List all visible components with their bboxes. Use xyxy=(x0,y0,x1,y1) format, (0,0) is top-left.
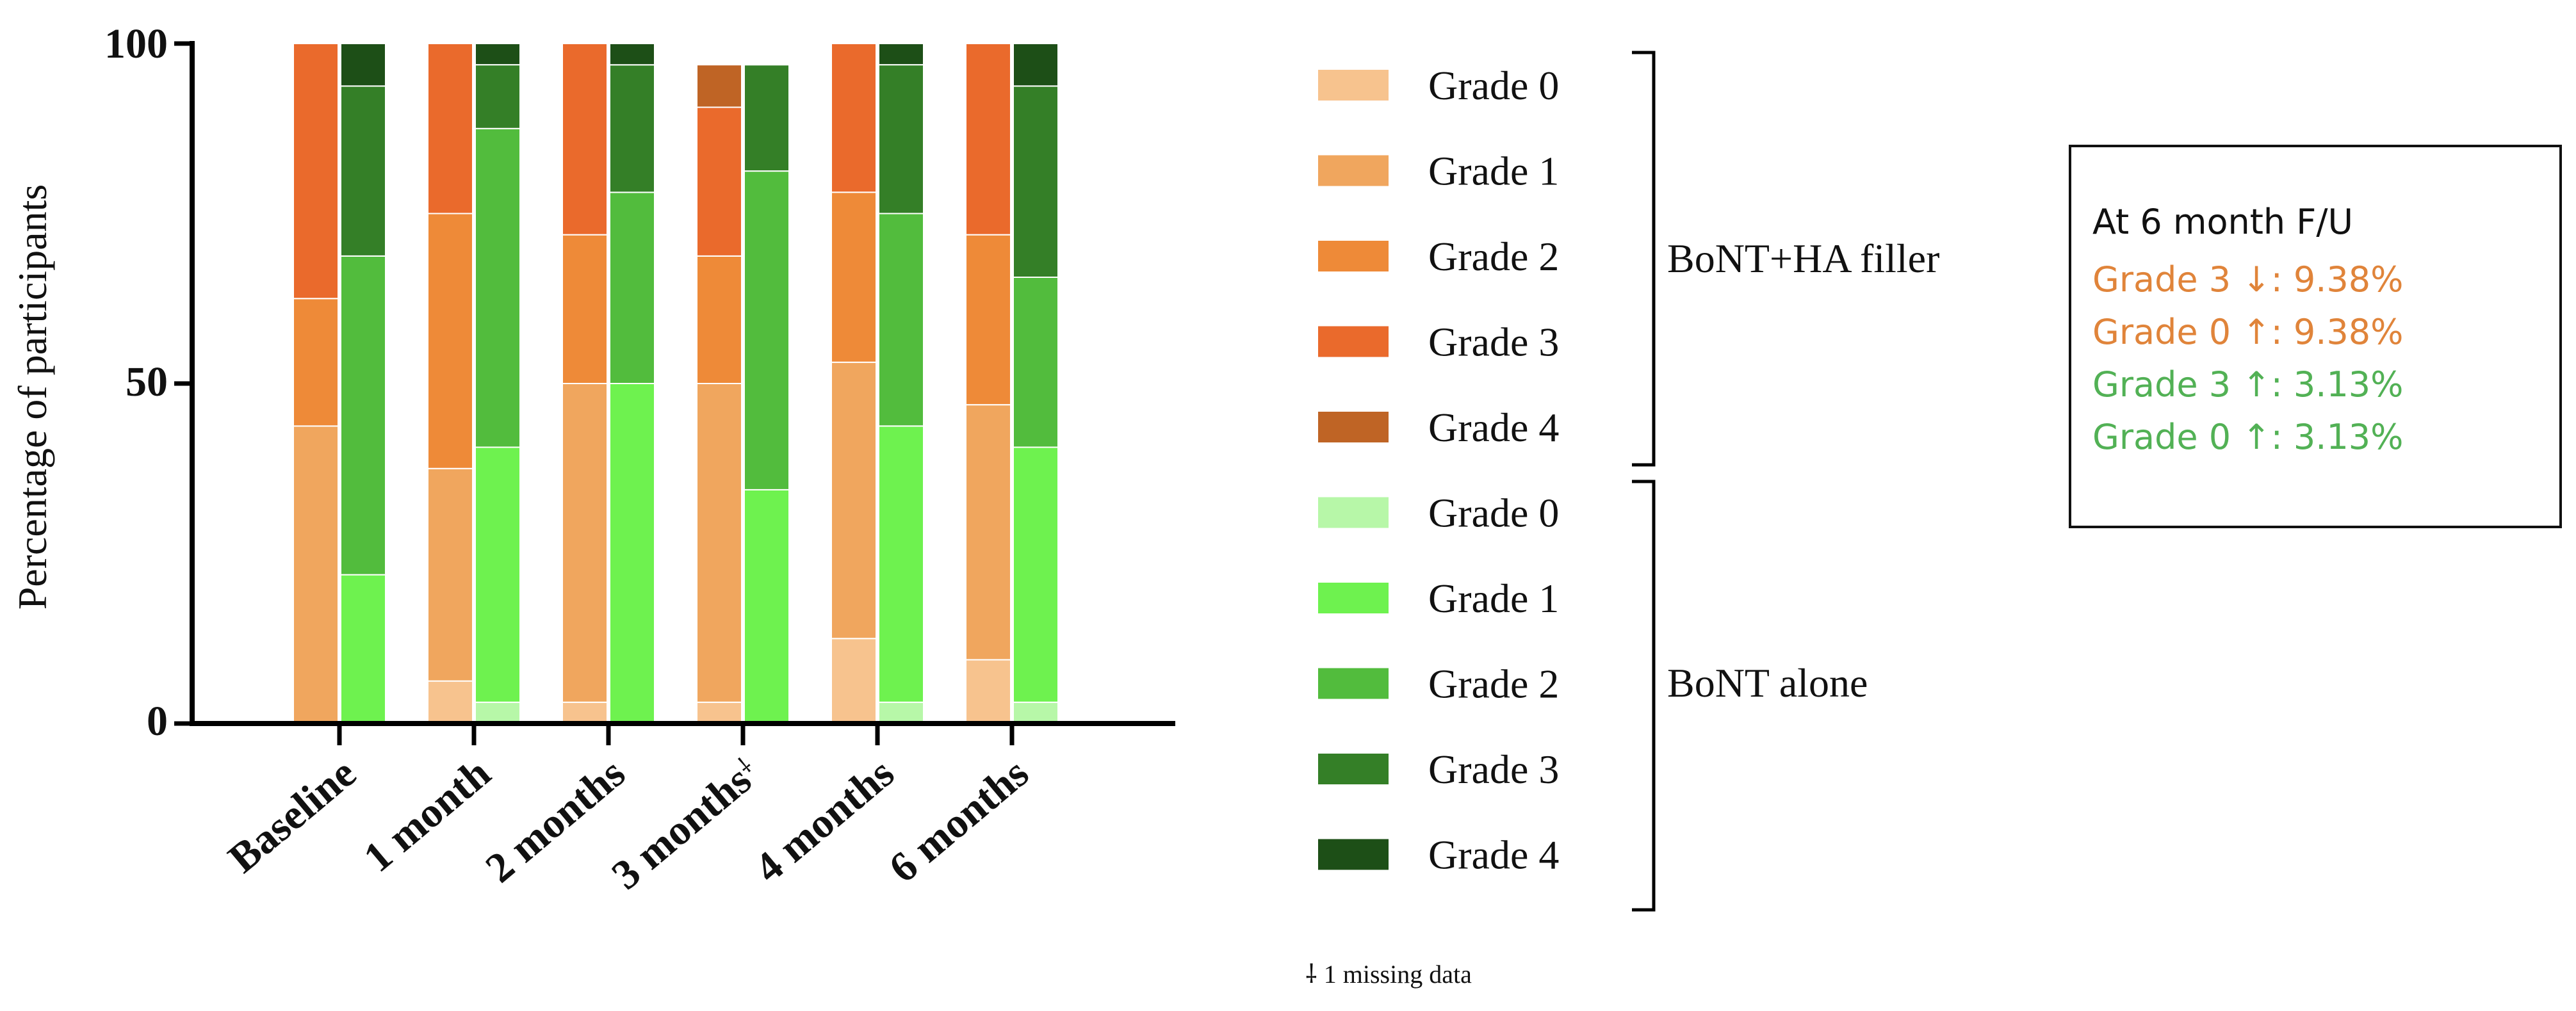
bar-segment-ha-grade2-5 xyxy=(965,234,1011,406)
bar-segment-alone-grade3-4 xyxy=(878,64,924,214)
bar-segment-ha-grade1-1 xyxy=(427,467,473,682)
bar-segment-alone-grade1-3 xyxy=(744,489,790,724)
bar-segment-ha-grade2-4 xyxy=(831,191,877,363)
annotation-title: At 6 month F/U xyxy=(2092,202,2353,242)
bar-segment-alone-grade2-1 xyxy=(475,127,521,448)
bar-segment-alone-grade1-4 xyxy=(878,425,924,703)
bar-segment-ha-grade1-5 xyxy=(965,404,1011,661)
bar-segment-ha-grade2-3 xyxy=(696,255,742,384)
bar-segment-ha-grade0-3 xyxy=(696,701,742,724)
bar-segment-alone-grade1-1 xyxy=(475,446,521,703)
bar-segment-ha-grade2-0 xyxy=(293,298,339,427)
legend-swatch-alone-grade1 xyxy=(1318,583,1389,613)
bar-segment-ha-grade0-5 xyxy=(965,659,1011,724)
bar-segment-alone-grade2-5 xyxy=(1013,277,1059,448)
legend-label-ha-grade0: Grade 0 xyxy=(1428,63,1559,108)
bracket-bont-alone xyxy=(1632,480,1656,912)
y-tick-label-0: 0 xyxy=(147,698,168,745)
bar-segment-ha-grade1-2 xyxy=(562,383,608,703)
annotation-lines: Grade 3 ↓: 9.38% Grade 0 ↑: 9.38% Grade 3 … xyxy=(2092,259,2403,457)
bar-segment-ha-grade3-3 xyxy=(696,106,742,257)
footnote: ⸸ 1 missing data xyxy=(1305,960,1472,989)
x-tick-label-4: 4 months xyxy=(746,750,903,892)
bar-segment-alone-grade0-4 xyxy=(878,701,924,724)
bar-segment-ha-grade1-3 xyxy=(696,383,742,703)
bar-segment-alone-grade3-2 xyxy=(609,64,655,193)
legend-swatch-ha-grade0 xyxy=(1318,70,1389,101)
legend-label-ha-grade2: Grade 2 xyxy=(1428,234,1559,279)
legend-label-alone-grade4: Grade 4 xyxy=(1428,832,1559,878)
bar-segment-alone-grade2-0 xyxy=(340,255,386,576)
annotation-line-1: Grade 0 ↑: 9.38% xyxy=(2092,312,2403,352)
group-label-bont-ha: BoNT+HA filler xyxy=(1667,236,1939,281)
x-ticks-group xyxy=(337,724,1015,745)
y-tick-label-50: 50 xyxy=(126,359,168,405)
legend-label-ha-grade4: Grade 4 xyxy=(1428,405,1559,450)
bar-segment-alone-grade1-0 xyxy=(340,574,386,724)
annotation-line-3: Grade 0 ↑: 3.13% xyxy=(2092,417,2403,457)
bar-segment-alone-grade1-5 xyxy=(1013,446,1059,703)
bar-segment-alone-grade4-0 xyxy=(340,43,386,87)
bar-segment-ha-grade2-2 xyxy=(562,234,608,384)
annotation-box xyxy=(2069,145,2562,528)
legend-label-alone-grade1: Grade 1 xyxy=(1428,576,1559,621)
x-tick-mark-3: ⸸ xyxy=(733,752,758,779)
legend-label-alone-grade0: Grade 0 xyxy=(1428,490,1559,536)
legend: Grade 0 Grade 1 Grade 2 Grade 3 Grade 4 Grade… xyxy=(1318,63,1559,878)
bar-segment-alone-grade0-1 xyxy=(475,701,521,724)
bar-segment-alone-grade3-0 xyxy=(340,85,386,257)
legend-swatch-ha-grade2 xyxy=(1318,241,1389,271)
y-tick-label-100: 100 xyxy=(104,20,168,67)
bar-segment-alone-grade3-1 xyxy=(475,64,521,129)
bar-segment-alone-grade4-5 xyxy=(1013,43,1059,87)
legend-swatch-alone-grade2 xyxy=(1318,668,1389,699)
legend-label-ha-grade1: Grade 1 xyxy=(1428,149,1559,194)
bar-segment-ha-grade1-0 xyxy=(293,425,339,724)
legend-label-ha-grade3: Grade 3 xyxy=(1428,319,1559,365)
bar-segment-alone-grade3-5 xyxy=(1013,85,1059,279)
x-tick-label-1: 1 month xyxy=(355,750,499,882)
bar-segment-ha-grade3-5 xyxy=(965,43,1011,236)
bar-segment-ha-grade1-4 xyxy=(831,361,877,640)
annotation-line-0: Grade 3 ↓: 9.38% xyxy=(2092,259,2403,300)
bar-segment-alone-grade3-3 xyxy=(744,64,790,172)
x-tick-label-5: 6 months xyxy=(881,750,1038,892)
legend-swatch-alone-grade3 xyxy=(1318,754,1389,784)
bar-segment-alone-grade1-2 xyxy=(609,383,655,724)
bar-segment-alone-grade4-1 xyxy=(475,43,521,66)
y-axis-label: Percentage of participants xyxy=(10,184,55,610)
bracket-bont-ha xyxy=(1632,51,1656,467)
legend-swatch-alone-grade0 xyxy=(1318,497,1389,528)
bar-segment-alone-grade4-2 xyxy=(609,43,655,66)
bar-segment-alone-grade2-3 xyxy=(744,170,790,490)
legend-swatch-ha-grade4 xyxy=(1318,412,1389,442)
bar-segment-ha-grade2-1 xyxy=(427,213,473,469)
legend-swatch-ha-grade3 xyxy=(1318,326,1389,357)
bar-segment-ha-grade4-3 xyxy=(696,64,742,108)
bars-group xyxy=(293,43,1059,724)
bar-segment-ha-grade3-0 xyxy=(293,43,339,300)
x-tick-label-0: Baseline xyxy=(220,750,365,882)
bar-segment-ha-grade3-4 xyxy=(831,43,877,193)
bar-segment-alone-grade2-4 xyxy=(878,213,924,427)
legend-swatch-alone-grade4 xyxy=(1318,839,1389,870)
legend-label-alone-grade3: Grade 3 xyxy=(1428,747,1559,792)
bar-segment-alone-grade2-2 xyxy=(609,191,655,384)
bar-segment-ha-grade3-1 xyxy=(427,43,473,214)
bar-segment-alone-grade4-4 xyxy=(878,43,924,66)
annotation-line-2: Grade 3 ↑: 3.13% xyxy=(2092,364,2403,405)
legend-swatch-ha-grade1 xyxy=(1318,155,1389,186)
x-tick-label-3: 3 months⸸ xyxy=(603,750,769,899)
bar-segment-ha-grade0-4 xyxy=(831,638,877,724)
bar-segment-ha-grade3-2 xyxy=(562,43,608,236)
bar-segment-alone-grade0-5 xyxy=(1013,701,1059,724)
bar-segment-ha-grade0-1 xyxy=(427,680,473,724)
group-label-bont-alone: BoNT alone xyxy=(1667,660,1868,706)
legend-label-alone-grade2: Grade 2 xyxy=(1428,661,1559,707)
bar-segment-ha-grade0-2 xyxy=(562,701,608,724)
